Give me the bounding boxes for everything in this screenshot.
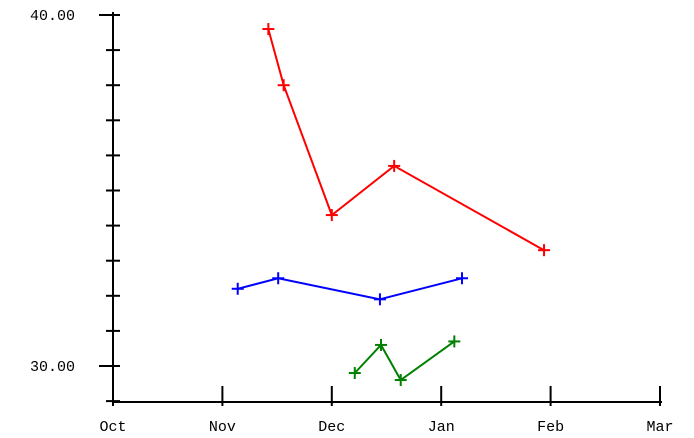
data-point: [325, 209, 338, 222]
y-tick-label: 40.00: [30, 8, 75, 25]
x-tick-label: Dec: [318, 419, 345, 436]
data-point: [448, 335, 461, 348]
series-line: [354, 340, 455, 382]
series-layer: [231, 23, 551, 387]
series-line: [267, 28, 545, 252]
series-2: [231, 272, 468, 306]
data-point: [394, 374, 407, 387]
data-point: [375, 338, 388, 351]
series-3: [348, 335, 461, 387]
tick-labels: Oct Nov Dec Jan Feb Mar 30.00 40.00: [30, 8, 674, 436]
y-tick-label: 30.00: [30, 359, 75, 376]
data-point: [272, 272, 285, 285]
data-point: [231, 282, 244, 295]
axes: [99, 12, 662, 406]
data-point: [538, 244, 551, 257]
series-1: [262, 23, 551, 257]
data-point: [277, 79, 290, 92]
data-point: [262, 23, 275, 36]
data-point: [388, 159, 401, 172]
x-tick-label: Oct: [99, 419, 126, 436]
series-line: [237, 277, 463, 301]
x-tick-label: Jan: [428, 419, 455, 436]
data-point: [373, 293, 386, 306]
x-tick-label: Feb: [537, 419, 564, 436]
x-tick-label: Mar: [646, 419, 673, 436]
data-point: [348, 367, 361, 380]
x-tick-label: Nov: [209, 419, 236, 436]
data-point: [455, 272, 468, 285]
